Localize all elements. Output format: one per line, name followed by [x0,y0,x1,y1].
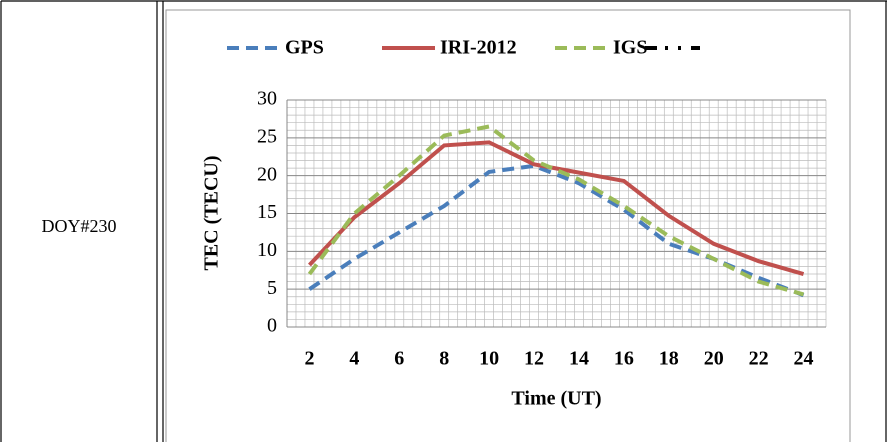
y-axis-title: TEC (TECU) [201,155,223,270]
y-tick-label: 20 [257,163,277,185]
series-line [308,163,805,298]
x-tick-label: 12 [524,348,544,370]
x-tick-label: 6 [394,348,404,370]
x-tick-label: 8 [439,348,449,370]
x-tick-label: 14 [569,348,589,370]
y-tick-label: 10 [257,239,277,261]
x-tick-label: 24 [794,348,814,370]
y-tick-label: 25 [257,125,277,147]
x-tick-label: 16 [614,348,634,370]
chart-frame [165,9,851,447]
x-tick-label: 10 [479,348,499,370]
y-tick-label: 30 [257,88,277,110]
x-axis-title: Time (UT) [511,388,601,410]
x-tick-label: 4 [349,348,359,370]
y-tick-label: 0 [267,315,277,337]
x-tick-label: 2 [304,348,314,370]
series-line [308,140,805,276]
x-tick-label: 20 [704,348,724,370]
x-tick-label: 22 [749,348,769,370]
row-label: DOY#230 [42,216,117,236]
legend-label: GPS [285,37,324,59]
legend-label: IGS [613,37,647,59]
legend-label: IRI-2012 [440,37,517,59]
y-tick-label: 15 [257,201,277,223]
y-tick-label: 5 [267,277,277,299]
series-line [307,124,805,297]
x-tick-label: 18 [659,348,679,370]
